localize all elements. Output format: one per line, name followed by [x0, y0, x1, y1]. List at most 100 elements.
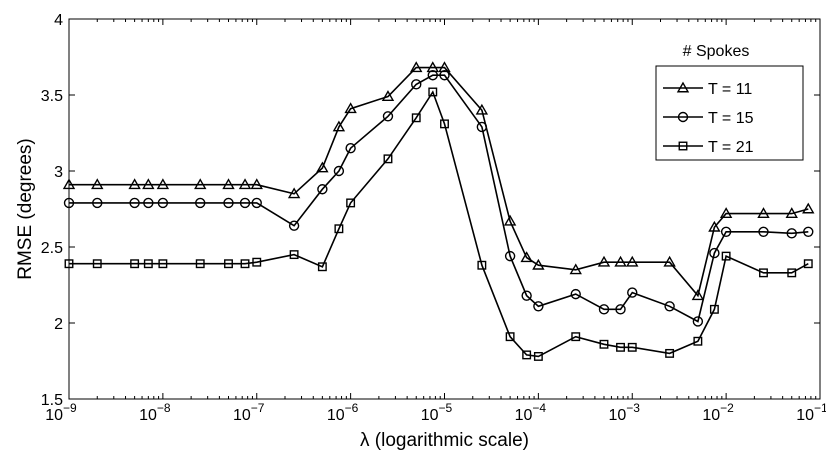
triangle-marker [532, 258, 545, 270]
y-tick-label: 4 [54, 12, 63, 29]
legend: # Spokes T = 11 T = 15 T = 21 [655, 43, 804, 161]
x-tick-base: 10 [139, 407, 157, 424]
triangle-marker [475, 103, 489, 115]
triangle-marker [719, 207, 733, 219]
circle-marker [504, 250, 516, 262]
circle-marker [427, 70, 438, 81]
triangle-marker [194, 178, 207, 190]
square-marker [158, 259, 168, 269]
square-marker [411, 113, 421, 123]
x-tick-label: 10−2 [702, 401, 734, 424]
triangle-marker [410, 61, 423, 73]
circle-marker [317, 184, 328, 195]
circle-marker [598, 304, 610, 315]
x-tick-label: 10−7 [233, 401, 265, 424]
x-tick-label: 10−3 [609, 401, 641, 424]
y-tick-label: 3.5 [41, 88, 63, 105]
square-marker [143, 259, 153, 269]
square-marker [92, 259, 102, 269]
square-marker [665, 348, 675, 358]
circle-marker [709, 247, 720, 259]
square-marker [759, 268, 768, 278]
square-marker [383, 154, 393, 164]
x-tick-label: 10−9 [45, 401, 77, 424]
square-marker [195, 259, 205, 269]
y-tick-label: 3 [54, 164, 63, 181]
y-axis-label: RMSE (degrees) [15, 138, 36, 280]
x-tick-label: 10−5 [421, 401, 453, 424]
x-tick-exponent: −2 [720, 401, 734, 415]
circle-marker [251, 197, 262, 209]
square-marker [64, 259, 74, 269]
circle-marker [627, 287, 638, 298]
square-marker [289, 250, 299, 260]
x-tick-exponent: −6 [345, 401, 359, 415]
circle-marker [411, 79, 422, 90]
triangle-marker [142, 178, 155, 190]
circle-marker [288, 220, 300, 231]
square-marker [505, 332, 515, 342]
triangle-marker [316, 161, 329, 173]
triangle-marker [708, 220, 721, 232]
circle-marker [570, 288, 581, 300]
square-marker [571, 332, 581, 342]
x-tick-label: 10−1 [796, 401, 826, 424]
square-marker [224, 259, 233, 269]
circle-marker [143, 197, 154, 209]
x-tick-base: 10 [233, 407, 251, 424]
x-tick-base: 10 [702, 407, 720, 424]
y-tick-label: 2 [54, 316, 63, 333]
x-tick-label: 10−8 [139, 401, 171, 424]
circle-marker [439, 70, 450, 81]
square-marker [334, 224, 344, 234]
triangle-marker [156, 178, 170, 190]
triangle-marker [597, 255, 611, 267]
square-marker [522, 350, 532, 360]
series-line [69, 66, 809, 298]
circle-marker [521, 290, 532, 301]
x-tick-exponent: −8 [157, 401, 171, 415]
x-tick-base: 10 [421, 407, 439, 424]
series-square [64, 87, 813, 361]
square-marker [803, 259, 813, 269]
triangle-marker [503, 214, 517, 226]
circle-marker [223, 197, 234, 209]
circle-marker [333, 165, 345, 177]
triangle-marker [344, 102, 357, 114]
square-marker [428, 87, 438, 97]
square-marker [627, 342, 637, 352]
x-tick-base: 10 [515, 407, 533, 424]
square-marker [240, 259, 250, 269]
series-line [69, 90, 809, 358]
circle-marker [758, 226, 769, 238]
triangle-marker [676, 81, 690, 93]
circle-marker [63, 197, 75, 209]
circle-marker [677, 111, 689, 123]
x-tick-exponent: −9 [63, 401, 77, 415]
circle-marker [476, 121, 488, 133]
square-marker [533, 351, 543, 361]
square-marker [346, 198, 356, 208]
circle-marker [382, 111, 394, 122]
square-marker [721, 251, 731, 261]
triangle-marker [250, 178, 263, 190]
x-tick-label: 10−6 [327, 401, 359, 424]
triangle-marker [238, 178, 252, 190]
square-marker [693, 336, 703, 346]
x-axis-label: λ (logarithmic scale) [360, 430, 529, 451]
triangle-marker [626, 255, 639, 267]
x-tick-exponent: −5 [439, 401, 453, 415]
circle-marker [129, 197, 140, 209]
circle-marker [345, 142, 356, 154]
square-marker [709, 304, 719, 314]
legend-entry: T = 15 [663, 110, 754, 127]
triangle-marker [614, 255, 627, 267]
legend-entry: T = 11 [663, 81, 752, 98]
legend-entry: T = 21 [663, 139, 754, 156]
triangle-marker [663, 255, 676, 267]
circle-marker [92, 197, 103, 209]
square-marker [616, 342, 625, 352]
triangle-marker [91, 178, 104, 190]
x-tick-base: 10 [45, 407, 63, 424]
